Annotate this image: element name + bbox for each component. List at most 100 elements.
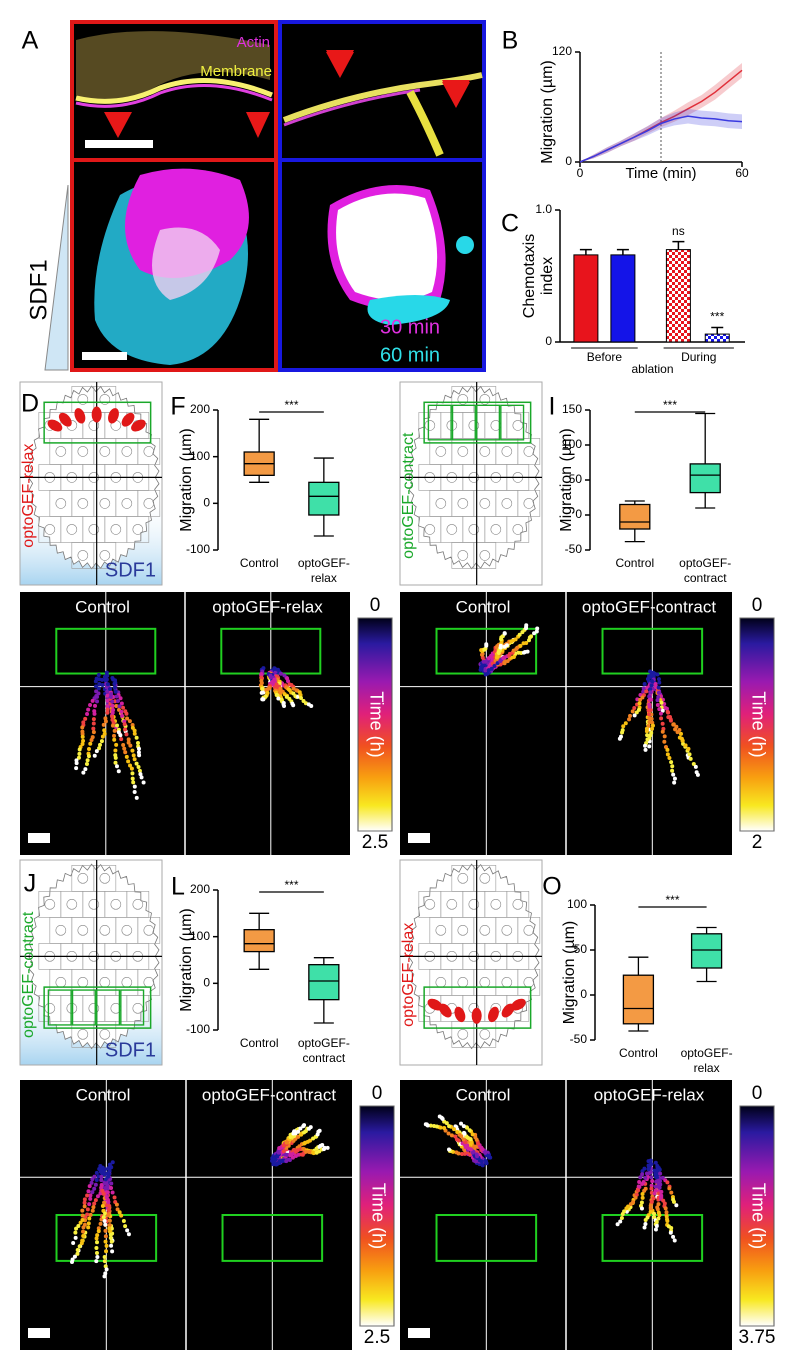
y-tick-label: 50 (574, 942, 588, 956)
decoration (74, 761, 79, 766)
decoration (80, 1208, 85, 1213)
colorbar-tick-label: 2.5 (362, 832, 388, 853)
decoration (130, 771, 135, 776)
decoration (621, 724, 626, 729)
decoration (646, 1167, 651, 1172)
gradient-label: SDF1 (25, 259, 52, 320)
decoration (695, 772, 700, 777)
decoration (124, 732, 129, 737)
whisker (249, 475, 270, 483)
decoration (296, 1129, 301, 1134)
decoration (645, 733, 650, 738)
error-bar (711, 326, 724, 335)
decoration (116, 730, 121, 735)
decoration (77, 1244, 82, 1249)
decoration (479, 446, 491, 457)
decoration (447, 1147, 452, 1152)
decoration (502, 631, 507, 636)
decoration (104, 670, 109, 675)
whisker (313, 457, 334, 483)
decoration (77, 446, 89, 457)
decoration (110, 524, 122, 535)
decoration (276, 696, 281, 701)
decoration (88, 741, 93, 746)
condition-label: optoGEF-contract (202, 1085, 336, 1104)
decoration (88, 1212, 93, 1217)
decoration (90, 1177, 95, 1182)
error-bar (579, 248, 592, 255)
decoration (671, 722, 676, 727)
decoration (103, 1271, 108, 1276)
decoration (110, 710, 115, 715)
y-tick-label: -50 (565, 542, 583, 556)
decoration (479, 1029, 491, 1040)
schematic-label: optoGEF-relax (400, 923, 417, 1027)
decoration (656, 685, 661, 690)
decoration (111, 677, 116, 682)
decoration (457, 1132, 462, 1137)
condition-label: Control (76, 1085, 131, 1104)
decoration (134, 795, 139, 800)
decoration (461, 1124, 466, 1129)
decoration (656, 694, 661, 699)
decoration (96, 1226, 101, 1231)
decoration (101, 1168, 106, 1173)
x-axis-label: Time (min) (625, 165, 696, 182)
bar (610, 254, 636, 343)
decoration (112, 733, 117, 738)
decoration (91, 717, 96, 722)
decoration (620, 730, 625, 735)
y-axis-label: Migration (µm) (539, 60, 556, 163)
decoration (88, 1193, 93, 1198)
decoration (442, 1126, 447, 1131)
time-label: 60 min (380, 344, 440, 366)
decoration (501, 446, 513, 457)
decoration (90, 1208, 95, 1213)
decoration (648, 697, 653, 702)
decoration (103, 1228, 108, 1233)
decoration (91, 406, 102, 423)
decoration (128, 763, 133, 768)
y-axis-label: Migration (µm) (178, 908, 195, 1011)
decoration (683, 743, 688, 748)
decoration (85, 758, 90, 763)
decoration (80, 1217, 85, 1222)
decoration (636, 1188, 641, 1193)
condition-label: optoGEF-relax (594, 1085, 705, 1104)
decoration (107, 1218, 112, 1223)
decoration (113, 755, 118, 760)
decoration (489, 666, 494, 671)
decoration (668, 718, 673, 723)
decoration (291, 703, 296, 708)
decoration (298, 693, 303, 698)
decoration (152, 227, 220, 300)
decoration (91, 730, 96, 735)
decoration (118, 696, 123, 701)
decoration (77, 394, 89, 405)
decoration (43, 986, 152, 1029)
decoration (132, 784, 137, 789)
decoration (93, 1198, 98, 1203)
decoration (124, 754, 129, 759)
decoration (131, 780, 136, 785)
error-bar (616, 248, 629, 255)
decoration (108, 687, 113, 692)
decoration (656, 677, 661, 682)
x-axis-label: ablation (631, 362, 673, 376)
decoration (121, 925, 133, 936)
decoration (85, 1193, 90, 1198)
decoration (125, 716, 130, 721)
decoration (135, 740, 140, 745)
decoration (105, 693, 110, 698)
decoration (108, 408, 119, 424)
decoration (122, 722, 127, 727)
decoration (80, 725, 85, 730)
decoration (134, 735, 139, 740)
x-tick-label: optoGEF-relax (298, 556, 350, 585)
decoration (666, 715, 671, 720)
decoration (640, 1191, 645, 1196)
decoration (75, 84, 273, 108)
decoration (72, 1254, 77, 1259)
decoration (667, 1186, 672, 1191)
decoration (94, 1177, 99, 1182)
